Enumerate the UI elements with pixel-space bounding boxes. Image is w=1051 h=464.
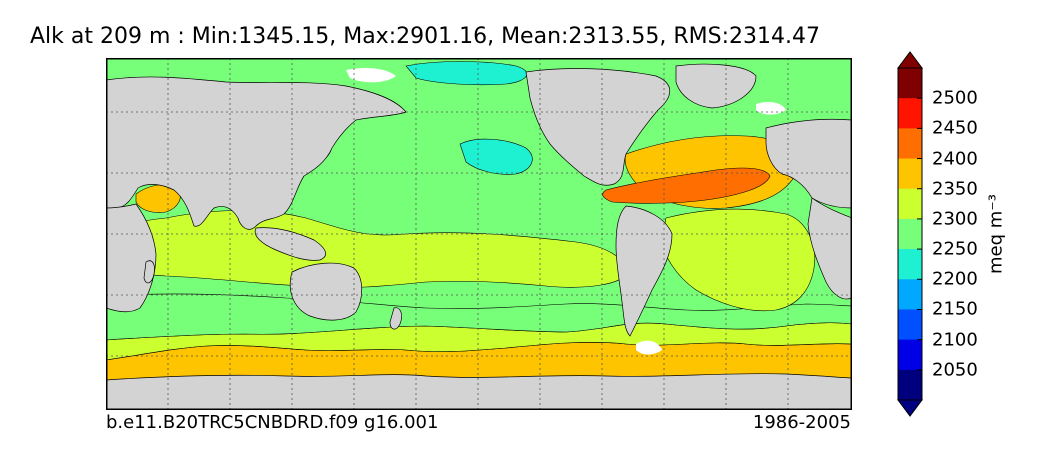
eurasia-land [106,76,407,230]
africa-land [106,203,157,313]
north-america-land [525,68,671,186]
colorbar-over-extension [897,51,923,69]
colorbar-tick-label: 2400 [932,148,978,170]
colorbar [897,51,923,417]
colorbar-segment [898,128,922,160]
colorbar-units-label: meq m⁻³ [985,193,1007,275]
colorbar-segment [898,339,922,371]
antarctic-white-patch [636,340,662,355]
colorbar-segment [898,98,922,129]
australia-land [289,262,363,321]
west-africa-land [807,197,852,300]
new-zealand-land [389,307,402,330]
colorbar-tick-label: 2150 [932,298,978,320]
chart-title: Alk at 209 m : Min:1345.15, Max:2901.16,… [30,24,821,49]
south-atlantic-yellow [661,208,816,312]
colorbar-tick-label: 2500 [932,87,978,109]
colorbar-segment [898,68,922,99]
madagascar-land [143,260,155,284]
antarctica-land [106,373,852,410]
colorbar-tick-label: 2450 [932,117,978,139]
colorbar-frame [897,67,923,401]
north-pacific-cyan [459,138,533,175]
arctic-white-patch-2 [756,102,786,115]
colorbar-under-extension [897,399,923,417]
colorbar-segment [898,188,922,220]
map-gridlines [106,58,852,410]
colorbar-segment [898,158,922,190]
arctic-cyan [405,61,528,86]
colorbar-tick-label: 2100 [932,329,978,351]
arctic-white-patch [346,68,396,83]
colorbar-tick-label: 2050 [932,359,978,381]
colorbar-tick-label: 2250 [932,238,978,260]
colorbar-segment [898,218,922,250]
colorbar-segment [898,249,922,280]
colorbar-segment [898,279,922,310]
colorbar-tick-label: 2200 [932,268,978,290]
south-pacific-yellow [106,210,627,288]
land-masses [106,63,852,410]
atlantic-max-orange [602,167,771,204]
greenland-land [675,63,757,109]
case-name-label: b.e11.B20TRC5CNBDRD.f09 g16.001 [106,412,439,433]
period-label: 1986-2005 [752,412,851,433]
colorbar-tick-label: 2300 [932,208,978,230]
alkalinity-map [106,58,852,410]
colorbar-segment [898,369,922,401]
colorbar-segment [898,309,922,341]
map-frame [106,58,852,410]
colorbar-tick-label: 2350 [932,178,978,200]
